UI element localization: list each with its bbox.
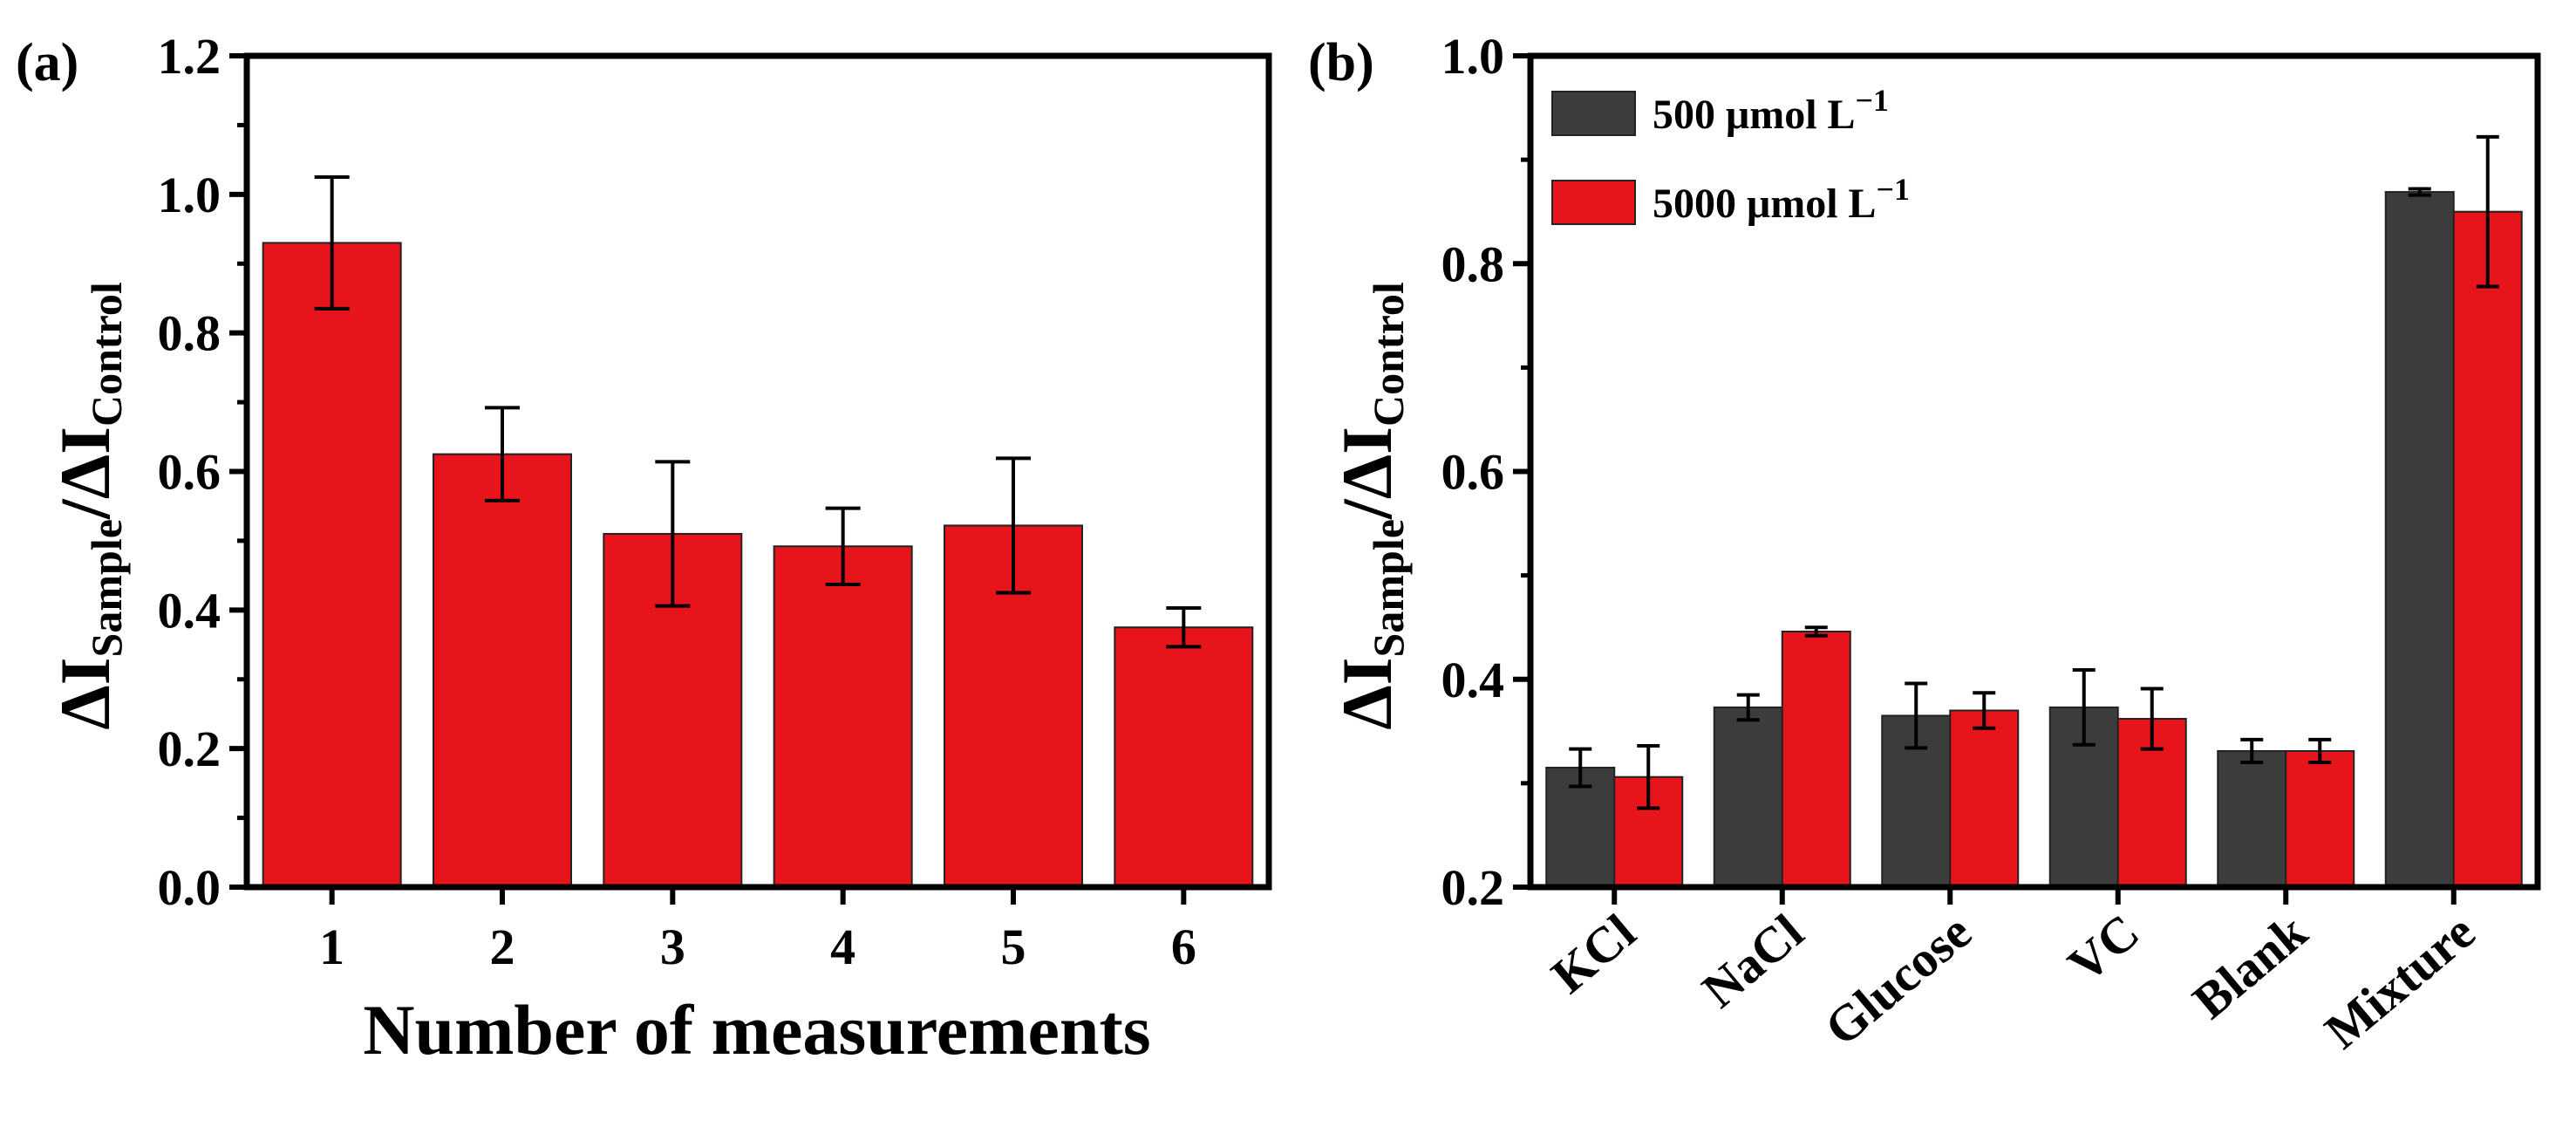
panel-b-y-axis-label: ΔISample/ΔIControl bbox=[1327, 282, 1413, 730]
bar-1-1 bbox=[262, 242, 402, 888]
panel-b-label: (b) bbox=[1308, 33, 1374, 92]
bar-1-2 bbox=[1713, 706, 1783, 888]
y-tick-label: 0.4 bbox=[158, 582, 221, 639]
panel-a-marks: 0.0 0.2 0.4 0.6 0.8 1.0 1.2 1 2 3 4 5 6 bbox=[158, 28, 1272, 975]
y-tick-label: 0.2 bbox=[158, 721, 221, 777]
x-tick-label: KCl bbox=[1541, 903, 1646, 1004]
x-tick-label: 6 bbox=[1171, 919, 1196, 975]
x-tick-label: Blank bbox=[2182, 903, 2318, 1030]
panel-a: (a) ΔISample/ΔIControl 0.0 0.2 0.4 0.6 0.8 1.… bbox=[16, 28, 1272, 1069]
panel-a-x-axis-label: Number of measurements bbox=[363, 990, 1150, 1069]
y-tick-label: 0.2 bbox=[1441, 859, 1505, 916]
x-tick-label: 3 bbox=[660, 919, 685, 975]
bar-2-6 bbox=[2452, 210, 2523, 888]
x-tick-label: 5 bbox=[1001, 919, 1026, 975]
x-tick-label: Mixture bbox=[2314, 903, 2485, 1060]
x-tick-label: 4 bbox=[830, 919, 855, 975]
legend-swatch-1 bbox=[1551, 91, 1636, 136]
bar-2-5 bbox=[2285, 749, 2355, 888]
y-tick-label: 0.8 bbox=[1441, 236, 1505, 292]
bar-1-5 bbox=[2217, 749, 2287, 888]
y-tick-label: 0.0 bbox=[158, 859, 221, 916]
bar-1-4 bbox=[773, 545, 913, 889]
y-tick-label: 0.8 bbox=[158, 305, 221, 362]
y-tick-label: 0.6 bbox=[158, 444, 221, 501]
x-tick-label: VC bbox=[2057, 903, 2150, 994]
bar-2-2 bbox=[1781, 630, 1851, 888]
panel-a-label: (a) bbox=[16, 33, 78, 92]
bar-1-6 bbox=[2384, 191, 2455, 888]
x-tick-label: 1 bbox=[319, 919, 344, 975]
svg-text:ΔISample/ΔIControl: ΔISample/ΔIControl bbox=[45, 282, 131, 730]
panel-b: (b) ΔISample/ΔIControl 0.2 0.4 0.6 0.8 1.0 KC… bbox=[1308, 28, 2541, 1060]
bar-2-3 bbox=[1949, 709, 2020, 888]
y-tick-label: 1.2 bbox=[158, 28, 221, 85]
y-tick-label: 1.0 bbox=[1441, 28, 1505, 85]
bar-1-2 bbox=[433, 453, 572, 888]
panel-b-legend: 500 μmol L−1 5000 μmol L−1 bbox=[1551, 83, 1910, 227]
y-tick-label: 0.4 bbox=[1441, 652, 1505, 708]
legend-label-1: 500 μmol L−1 bbox=[1653, 83, 1889, 138]
svg-text:ΔISample/ΔIControl: ΔISample/ΔIControl bbox=[1327, 282, 1413, 730]
y-tick-label: 1.0 bbox=[158, 167, 221, 223]
x-tick-label: Glucose bbox=[1814, 903, 1981, 1056]
y-tick-label: 0.6 bbox=[1441, 444, 1505, 501]
legend-swatch-2 bbox=[1551, 180, 1636, 225]
panel-a-y-axis-label: ΔISample/ΔIControl bbox=[45, 282, 131, 730]
x-tick-label: 2 bbox=[490, 919, 515, 975]
legend-label-2: 5000 μmol L−1 bbox=[1653, 172, 1910, 227]
x-tick-label: NaCl bbox=[1692, 903, 1815, 1019]
bar-1-6 bbox=[1114, 626, 1254, 888]
